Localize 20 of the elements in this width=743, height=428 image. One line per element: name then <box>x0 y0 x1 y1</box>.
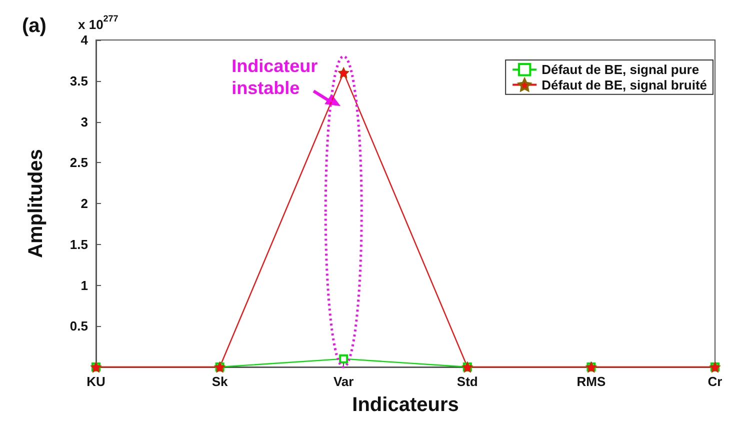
y-tick-label: 1.5 <box>70 236 88 252</box>
y-tick-label: 1 <box>80 278 88 293</box>
x-tick-label: RMS <box>576 374 606 389</box>
x-tick-label: Var <box>333 374 354 389</box>
x-tick-label: KU <box>86 374 106 389</box>
y-axis-title: Amplitudes <box>25 149 47 258</box>
x-tick-label: Std <box>456 374 478 389</box>
x-tick-label: Cr <box>708 374 722 389</box>
x-tick-label: Sk <box>212 374 229 389</box>
y-tick-label: 3 <box>80 114 88 130</box>
y-tick-label: 4 <box>80 32 89 48</box>
text: (a) <box>22 15 46 37</box>
x-axis-title: Indicateurs <box>352 394 459 416</box>
y-tick-label: 2 <box>80 196 88 211</box>
y-tick-label: 2.5 <box>70 155 88 170</box>
legend-label: Défaut de BE, signal pure <box>542 62 700 78</box>
y-tick-label: 0.5 <box>70 318 88 334</box>
annotation: Indicateur instable <box>232 56 318 98</box>
legend-label: Défaut de BE, signal bruité <box>542 77 708 92</box>
y-tick-label: 3.5 <box>70 73 88 88</box>
